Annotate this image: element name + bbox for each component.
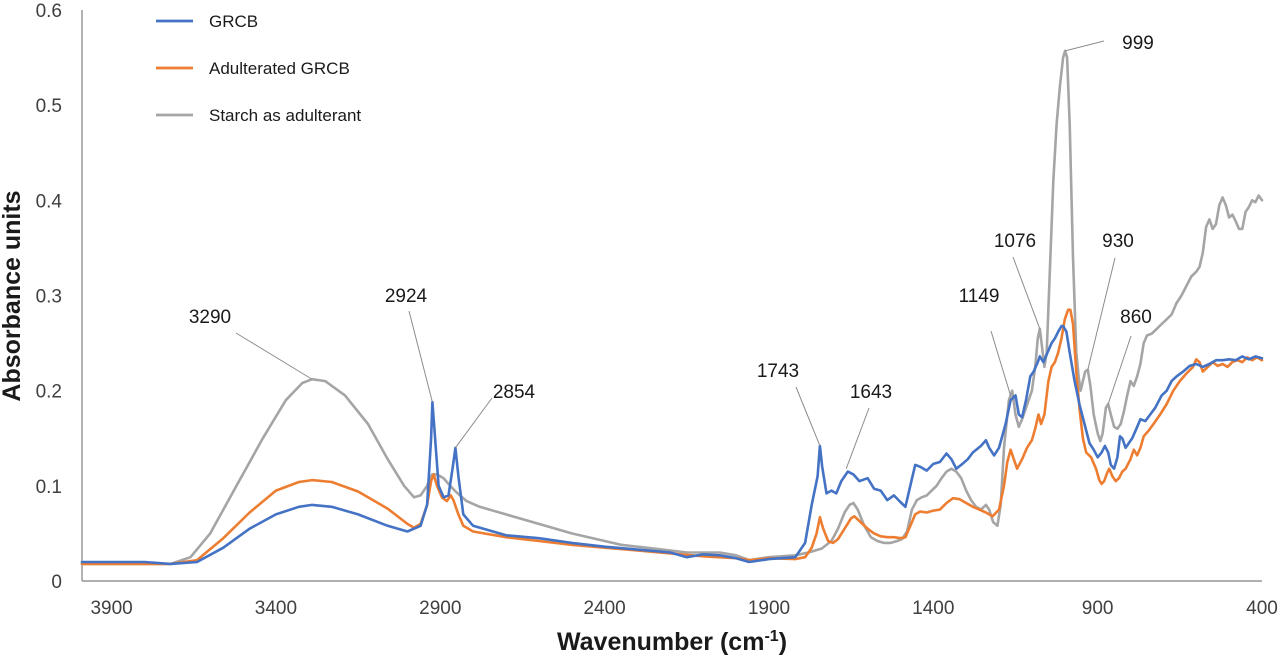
- x-tick-label: 1400: [912, 598, 954, 619]
- x-tick-label: 2900: [419, 598, 461, 619]
- annotation-leader-1643: [845, 407, 870, 469]
- y-tick-label: 0.2: [36, 382, 62, 403]
- x-tick-label: 400: [1246, 598, 1278, 619]
- legend: GRCB Adulterated GRCB Starch as adulterant: [156, 12, 361, 125]
- y-tick-label: 0: [51, 572, 62, 593]
- y-tick-label: 0.3: [36, 287, 62, 308]
- axes: [81, 10, 1262, 582]
- annotation-label-930: 930: [1102, 231, 1134, 252]
- annotation-label-1076: 1076: [994, 231, 1036, 252]
- legend-label: Adulterated GRCB: [209, 59, 350, 78]
- series-line-adulterated-grcb: [80, 308, 1264, 566]
- legend-label: Starch as adulterant: [209, 106, 361, 125]
- annotation-leader-2854: [454, 397, 493, 449]
- x-axis-title: Wavenumber (cm-1): [557, 628, 787, 656]
- annotation-label-1149: 1149: [959, 286, 1000, 307]
- y-tick-label: 0.4: [36, 191, 63, 212]
- annotation-leader-930: [1087, 257, 1116, 370]
- annotation-leader-1076: [1012, 256, 1041, 329]
- annotation-label-2854: 2854: [493, 382, 536, 403]
- x-tick-label: 3900: [90, 598, 132, 619]
- y-tick-label: 0.5: [36, 96, 62, 117]
- annotation-label-999: 999: [1122, 33, 1154, 54]
- x-axis-title-superscript: -1: [764, 628, 778, 645]
- annotation-leader-999: [1064, 40, 1105, 52]
- annotation-label-860: 860: [1120, 307, 1152, 328]
- x-axis-title-main: Wavenumber (cm: [557, 628, 764, 656]
- series-line-grcb: [80, 324, 1264, 566]
- annotations: 3290 2924 2854 1743 1643 1149 1076 999 930 860: [189, 33, 1154, 469]
- y-tick-label: 0.6: [36, 1, 62, 22]
- annotation-leader-3290: [235, 332, 313, 380]
- series-line-starch-as-adulterant: [80, 49, 1264, 566]
- y-tick-labels: 0 0.1 0.2 0.3 0.4 0.5 0.6: [36, 1, 63, 593]
- x-tick-label: 900: [1082, 598, 1114, 619]
- x-tick-label: 1900: [748, 598, 790, 619]
- x-tick-label: 3400: [255, 598, 297, 619]
- x-tick-labels: 3900 3400 2900 2400 1900 1400 900 400: [90, 598, 1277, 619]
- series-lines: [80, 49, 1264, 566]
- annotation-leader-1149: [990, 330, 1012, 396]
- annotation-leader-2924: [408, 310, 433, 403]
- annotation-label-3290: 3290: [189, 307, 231, 328]
- annotation-label-1643: 1643: [850, 382, 892, 403]
- x-axis-title-close: ): [779, 628, 787, 656]
- annotation-label-1743: 1743: [757, 361, 799, 382]
- annotation-leader-860: [1107, 335, 1132, 405]
- annotation-label-2924: 2924: [385, 286, 428, 307]
- annotation-leader-1743: [795, 386, 821, 447]
- y-axis-title: Absorbance units: [0, 190, 26, 401]
- y-tick-label: 0.1: [36, 477, 62, 498]
- legend-label: GRCB: [209, 12, 258, 31]
- x-tick-label: 2400: [583, 598, 625, 619]
